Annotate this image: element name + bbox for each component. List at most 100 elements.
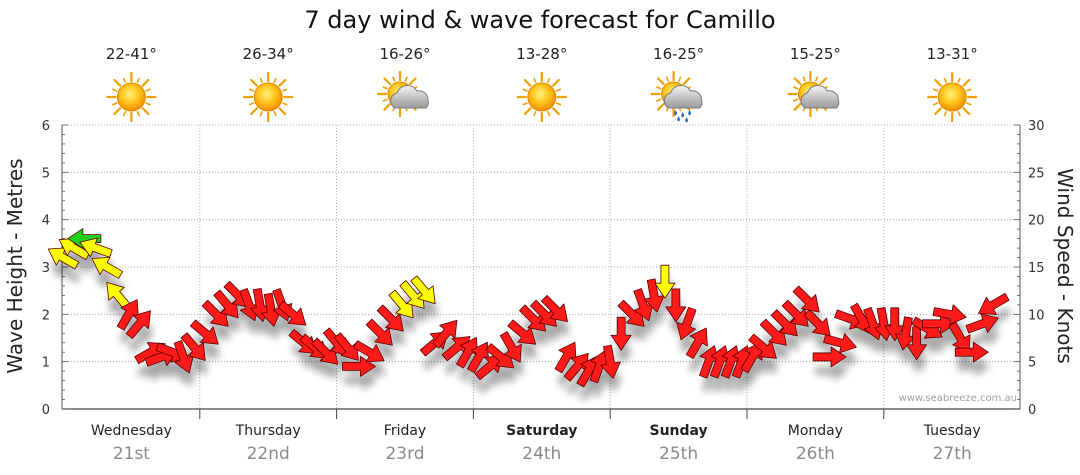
wind-arrow <box>353 340 385 363</box>
sun-ray <box>792 98 799 102</box>
wind-arrow <box>190 319 219 345</box>
left-axis-title: Wave Height - Metres <box>3 158 27 373</box>
wind-arrow <box>554 341 577 374</box>
wind-arrow <box>633 288 654 322</box>
sun-ray <box>136 110 140 117</box>
chart-title: 7 day wind & wave forecast for Camillo <box>304 6 775 34</box>
sun-disc <box>116 82 146 112</box>
sun-ray <box>278 78 287 87</box>
sun-ray <box>656 98 662 102</box>
cloud-shape <box>663 85 703 109</box>
sun-ray <box>145 88 151 92</box>
wind-arrow <box>965 313 999 334</box>
left-tick-label: 6 <box>42 119 50 134</box>
sun-ray <box>383 77 392 86</box>
sun-ray <box>552 107 560 116</box>
sun-ray <box>533 77 537 84</box>
sun-ray <box>136 77 140 84</box>
wind-arrow <box>932 304 967 325</box>
cloud-icon <box>800 85 840 109</box>
wind-arrow <box>79 237 113 258</box>
weather-icons <box>106 70 978 123</box>
cloud-shape <box>800 85 840 109</box>
sun-icon <box>106 71 157 123</box>
wind-arrow <box>644 278 665 313</box>
sun-ray <box>282 102 288 106</box>
sun-ray <box>932 102 939 106</box>
sun-ray <box>250 78 258 87</box>
right-tick-label: 10 <box>1028 308 1045 323</box>
sun-ray <box>404 76 408 82</box>
sun-ray <box>555 88 562 92</box>
day-date-label: 22nd <box>247 444 290 464</box>
sun-ray <box>382 86 388 90</box>
sun-ray <box>656 77 665 86</box>
sun-ray <box>966 102 972 106</box>
left-tick-labels: 0 1 2 3 4 5 6 <box>42 119 50 418</box>
sun-ray <box>802 76 806 82</box>
temperature-range: 26-34° <box>243 45 294 63</box>
sun-ray <box>962 78 971 87</box>
watermark: www.seabreeze.com.au <box>899 393 1017 404</box>
cloud-icon <box>663 85 703 109</box>
sun-ray <box>408 77 417 86</box>
wind-arrow <box>978 293 1010 315</box>
sun-ray <box>273 77 277 84</box>
sun-ray <box>793 77 802 86</box>
wind-arrow <box>47 247 80 270</box>
wind-arrow <box>399 280 425 309</box>
day-name-label: Sunday <box>650 423 708 439</box>
sun-ray <box>522 102 528 106</box>
temperature-range: 16-25° <box>653 45 704 63</box>
rain-icon <box>674 110 691 123</box>
wind-arrow <box>759 318 787 346</box>
wind-arrow <box>180 332 206 361</box>
sun-ray <box>259 77 263 84</box>
wind-arrow <box>781 299 809 327</box>
wind-arrow <box>600 344 621 379</box>
wind-arrow <box>277 300 307 326</box>
day-name-label: Wednesday <box>91 423 172 439</box>
left-tick-label: 1 <box>42 356 50 371</box>
sun-ray <box>552 78 560 87</box>
sun-disc <box>937 82 967 112</box>
wind-arrow <box>116 299 139 331</box>
wind-arrow <box>173 340 194 374</box>
raindrop <box>674 110 677 116</box>
sun-ray <box>250 107 258 116</box>
sun-ray <box>145 102 151 106</box>
wind-arrow <box>507 319 537 345</box>
wind-arrow <box>803 309 831 337</box>
sun-ray <box>957 77 961 84</box>
left-tick-label: 3 <box>42 261 50 276</box>
wind-arrow <box>125 310 151 340</box>
right-tick-label: 15 <box>1028 261 1045 276</box>
wind-arrows <box>47 228 1010 388</box>
day-name-label: Tuesday <box>923 423 981 439</box>
day-name-label: Friday <box>384 423 426 439</box>
wind-arrow <box>884 307 906 342</box>
right-tick-label: 20 <box>1028 214 1045 229</box>
wind-arrow <box>432 319 458 349</box>
sun-ray <box>656 86 662 90</box>
wind-arrow <box>91 256 124 279</box>
day-name-label: Thursday <box>235 423 301 439</box>
sun-ray <box>533 110 537 117</box>
sun-ray <box>682 77 691 86</box>
plot-grid <box>61 124 1021 419</box>
temperature-range: 22-41° <box>106 45 157 63</box>
sun-disc <box>253 82 283 112</box>
wind-arrow <box>610 316 632 351</box>
raindrop <box>685 117 688 123</box>
sun-ray <box>259 110 263 117</box>
temperature-range: 15-25° <box>790 45 841 63</box>
temperature-range: 13-31° <box>927 45 978 63</box>
sun-ray <box>523 107 532 116</box>
wind-arrow <box>540 295 568 323</box>
sun-ray <box>547 77 551 84</box>
left-tick-label: 2 <box>42 308 50 323</box>
sun-ray <box>962 107 971 116</box>
left-tick-label: 0 <box>42 403 50 418</box>
left-tick-label: 4 <box>42 214 50 229</box>
sun-ray <box>934 107 942 116</box>
